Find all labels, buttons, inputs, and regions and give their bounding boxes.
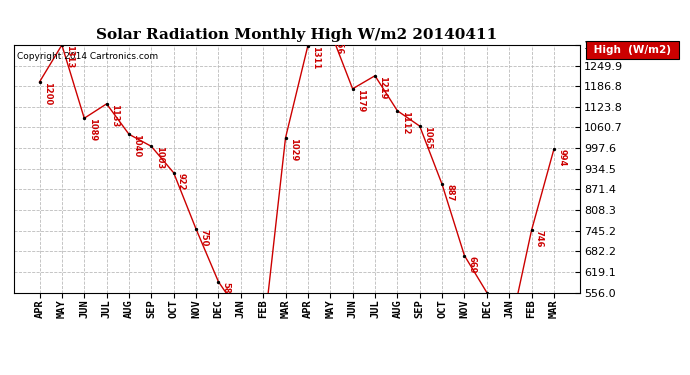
Text: 1112: 1112 [401, 111, 410, 134]
Point [101, 101, 112, 107]
Text: 922: 922 [177, 173, 186, 190]
Text: 746: 746 [535, 230, 544, 248]
Point [414, 123, 425, 129]
Point [302, 43, 313, 49]
Point [168, 170, 179, 176]
Text: 887: 887 [446, 184, 455, 201]
Text: 750: 750 [199, 229, 208, 246]
Text: High  (W/m2): High (W/m2) [590, 45, 675, 55]
Text: 417: 417 [266, 338, 275, 356]
Text: 429: 429 [513, 334, 522, 351]
Text: 1179: 1179 [356, 89, 365, 112]
Point [190, 226, 201, 232]
Point [437, 181, 448, 187]
Text: 589: 589 [221, 282, 230, 299]
Text: 1133: 1133 [110, 104, 119, 127]
Point [257, 335, 268, 341]
Point [481, 290, 492, 296]
Text: 1200: 1200 [43, 82, 52, 105]
Point [325, 28, 336, 34]
Title: Solar Radiation Monthly High W/m2 20140411: Solar Radiation Monthly High W/m2 201404… [96, 28, 497, 42]
Text: 1040: 1040 [132, 134, 141, 158]
Text: 1003: 1003 [155, 146, 164, 170]
Text: 1065: 1065 [423, 126, 432, 150]
Point [526, 227, 537, 233]
Text: 1089: 1089 [88, 118, 97, 141]
Point [347, 86, 358, 92]
Text: 556: 556 [490, 292, 499, 310]
Text: 1356: 1356 [333, 31, 343, 54]
Point [213, 279, 224, 285]
Point [124, 131, 135, 137]
Point [79, 115, 90, 121]
Point [146, 143, 157, 149]
Point [369, 73, 380, 79]
Text: 994: 994 [558, 149, 566, 166]
Point [57, 42, 68, 48]
Point [504, 331, 515, 337]
Point [549, 146, 560, 152]
Point [392, 108, 403, 114]
Point [34, 79, 45, 85]
Point [459, 252, 470, 258]
Point [280, 135, 291, 141]
Text: 489: 489 [244, 314, 253, 332]
Text: 1029: 1029 [289, 138, 298, 161]
Text: 1313: 1313 [66, 45, 75, 68]
Text: 669: 669 [468, 255, 477, 273]
Text: 1219: 1219 [378, 76, 387, 99]
Text: 1311: 1311 [311, 46, 320, 69]
Point [235, 311, 246, 317]
Text: Copyright 2014 Cartronics.com: Copyright 2014 Cartronics.com [17, 53, 158, 62]
